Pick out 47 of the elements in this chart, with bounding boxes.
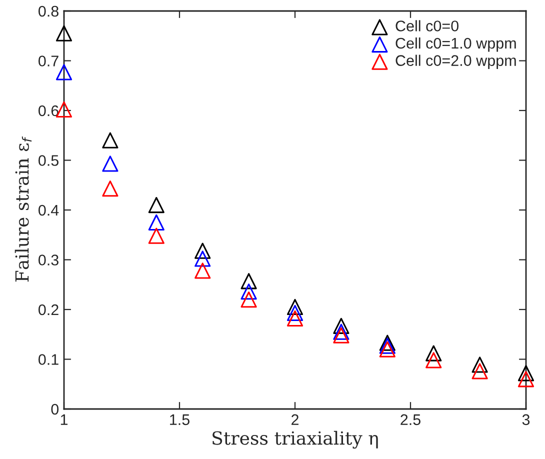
y-tick-label: 0.7 [38,56,58,66]
point [102,180,118,197]
point [286,310,304,327]
point [379,338,396,354]
point [426,345,442,362]
y-tick-label: 0.5 [38,155,58,166]
y-tick-label: 0.1 [38,354,58,365]
point [194,262,211,279]
point [240,284,257,300]
legend-label: Cell c0=1.0 wppm [396,37,516,52]
point [240,273,257,290]
point [148,228,164,244]
legend-label: Cell c0=2.0 wppm [396,54,516,70]
point [286,298,304,316]
y-tick-label: 0.4 [38,204,59,216]
point [102,156,118,172]
point [148,214,164,230]
point [472,363,488,380]
x-tick-label: 1.5 [170,414,190,426]
y-tick-label: 0.3 [38,254,58,266]
point [240,292,257,308]
y-tick-label: 0.6 [38,105,58,116]
point [379,341,396,358]
point [194,242,211,259]
y-axis-title: Failure strain ε$_{f}$ [14,136,32,282]
x-tick-label: 2.5 [400,414,420,426]
x-tick-label: 1 [60,414,68,425]
point [379,334,396,351]
point [333,318,350,334]
point [518,371,534,388]
x-axis-title: Stress triaxiality η [212,430,378,449]
point [333,324,350,340]
point [286,304,304,322]
point [194,250,211,267]
point [148,196,164,214]
y-tick-label: 0 [51,404,59,415]
point [426,352,442,368]
point [518,365,534,382]
legend-label: Cell c0=0 [396,20,458,32]
y-tick-label: 0.2 [38,304,58,316]
x-tick-label: 3 [522,414,530,426]
point [102,132,118,148]
y-tick-label: 0.8 [38,6,58,17]
point [56,25,72,42]
x-tick-label: 2 [292,414,298,425]
point [472,356,488,373]
point [333,327,350,344]
